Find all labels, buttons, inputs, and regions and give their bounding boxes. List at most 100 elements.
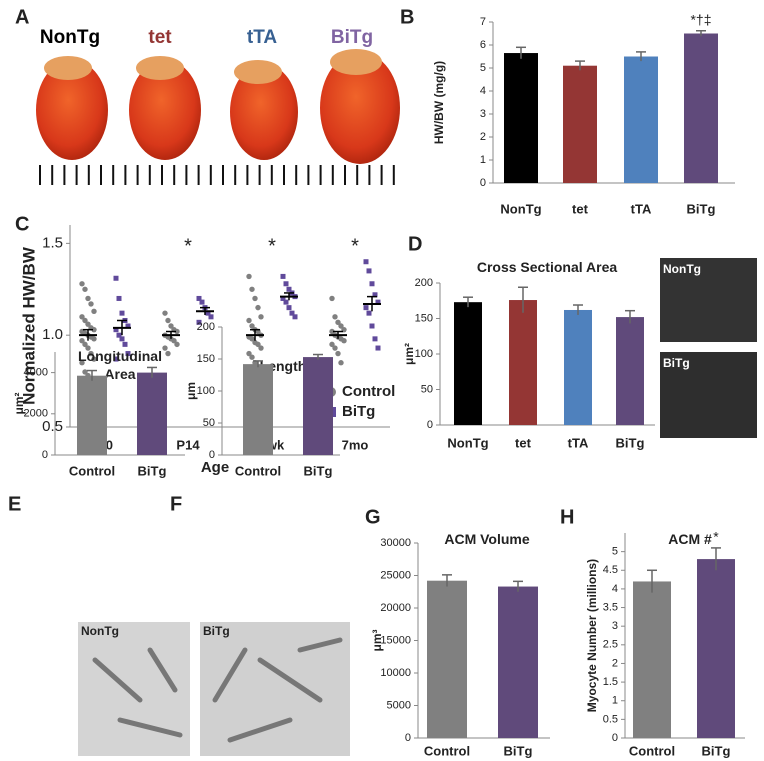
heart-label: tTA (247, 27, 278, 48)
y-axis-label: μm² (12, 392, 26, 414)
panel-letter: E (8, 493, 21, 515)
data-point (363, 305, 369, 311)
x-tick-label: 7mo (342, 437, 369, 452)
bar (624, 56, 658, 183)
bar (454, 302, 482, 425)
data-point (249, 354, 255, 360)
y-tick-label: 7 (480, 16, 486, 28)
data-point (85, 345, 91, 351)
cells (92, 637, 343, 743)
chart-title-box: Longitudinal Area (78, 348, 162, 382)
data-point (332, 314, 338, 320)
legend-label: BiTg (342, 403, 375, 420)
y-tick-label: 25000 (380, 569, 411, 581)
bar (616, 317, 644, 425)
x-tick-label: Control (235, 463, 281, 478)
data-point (196, 319, 202, 325)
data-point (125, 351, 131, 357)
panel-letter: D (408, 233, 422, 255)
data-point (338, 323, 344, 329)
data-point (119, 336, 125, 342)
y-tick-label: 5 (612, 546, 618, 558)
y-tick-label: 0 (209, 449, 215, 461)
x-tick-label: tTA (631, 201, 652, 216)
data-point (249, 336, 255, 342)
data-point (116, 332, 122, 338)
bar (243, 364, 273, 455)
data-point (255, 304, 261, 311)
y-tick-label: 1.0 (42, 326, 63, 343)
y-tick-label: 50 (203, 417, 215, 429)
panel-letter: H (560, 506, 574, 528)
y-tick-label: 3.5 (603, 601, 618, 613)
bar (303, 357, 333, 455)
micrograph-label: BiTg (203, 624, 230, 638)
panel-letter: A (15, 6, 29, 28)
panel-letter: F (170, 493, 182, 515)
micrographs (78, 258, 757, 756)
data-point (174, 341, 180, 348)
data-point (205, 310, 211, 316)
y-tick-label: 200 (197, 321, 215, 333)
data-point (79, 281, 85, 287)
data-point (79, 360, 85, 366)
data-point (91, 326, 97, 333)
y-axis-label: μm (184, 382, 198, 400)
y-tick-label: 150 (197, 353, 215, 365)
x-tick-label: Control (69, 463, 115, 478)
data-point (85, 295, 91, 302)
y-tick-label: 150 (415, 312, 433, 324)
y-tick-label: 4000 (24, 367, 48, 379)
y-tick-label: 4 (612, 583, 618, 595)
x-axis-label: Age (201, 459, 229, 476)
x-tick-label: BiTg (616, 435, 645, 450)
y-tick-label: 20000 (380, 602, 411, 614)
x-tick-label: BiTg (687, 201, 716, 216)
annotation: * (351, 235, 359, 257)
bar (498, 586, 538, 738)
data-point (286, 286, 292, 292)
data-point (375, 345, 381, 351)
x-tick-label: P14 (176, 437, 200, 452)
ruler (39, 165, 395, 185)
atrium (234, 60, 282, 84)
data-point (341, 337, 347, 344)
data-point (91, 336, 97, 342)
data-point (165, 317, 171, 324)
data-point (249, 323, 255, 329)
y-axis-label: μm² (402, 343, 416, 365)
heart-label: NonTg (40, 27, 100, 48)
heart-label: BiTg (331, 27, 373, 48)
chart-title-box: ACM # (668, 531, 712, 547)
y-tick-label: 3 (612, 620, 618, 632)
x-tick-label: tet (572, 201, 589, 216)
bar (684, 33, 718, 183)
micrograph-label: NonTg (81, 624, 119, 638)
data-point (119, 310, 125, 316)
data-point (329, 328, 335, 335)
data-point (363, 259, 369, 265)
heart-label: tet (148, 27, 172, 48)
y-tick-label: 2000 (24, 408, 48, 420)
data-point (174, 328, 180, 335)
chart-title-box: Cross Sectional Area (477, 259, 617, 275)
data-point (88, 350, 94, 357)
data-point (122, 341, 128, 347)
data-point (171, 337, 177, 344)
data-point (246, 317, 252, 324)
y-tick-label: 4.5 (603, 564, 618, 576)
data-point (283, 299, 289, 305)
bar (697, 559, 735, 738)
micrograph (660, 352, 757, 438)
heart (36, 60, 108, 160)
y-axis-label: Normalized HW/BW (19, 246, 38, 405)
data-point (366, 310, 372, 316)
y-tick-label: 15000 (380, 634, 411, 646)
data-point (332, 345, 338, 351)
atrium (330, 49, 382, 75)
y-tick-label: 1.5 (42, 234, 63, 251)
y-axis-label: Myocyte Number (millions) (585, 559, 599, 712)
atrium (136, 56, 184, 80)
data-point (91, 356, 97, 362)
